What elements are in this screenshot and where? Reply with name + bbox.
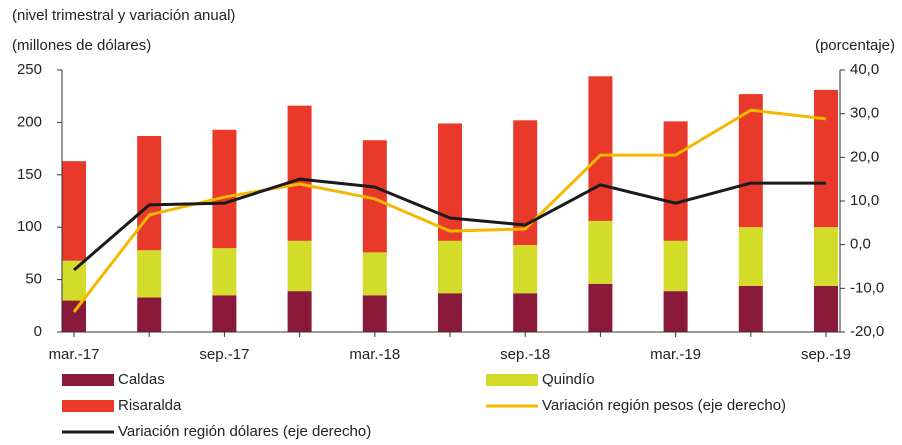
legend-label: Variación región dólares (eje derecho)	[118, 423, 371, 440]
bar	[212, 295, 237, 332]
bar	[513, 293, 538, 332]
y2-axis-label: (porcentaje)	[815, 37, 895, 54]
bar	[513, 245, 538, 294]
y2-tick-label: -10,0	[850, 279, 884, 296]
y-tick-label: 200	[17, 113, 42, 130]
y2-tick-label: -20,0	[850, 323, 884, 340]
bar	[738, 227, 763, 286]
bar	[814, 227, 838, 286]
bar	[287, 240, 312, 292]
line-series	[73, 177, 826, 272]
bar	[588, 76, 613, 221]
legend-label: Variación región pesos (eje derecho)	[542, 397, 786, 414]
x-tick-label: sep.-18	[500, 346, 550, 363]
bar	[362, 252, 387, 296]
bar	[814, 89, 838, 228]
bar	[588, 220, 613, 284]
x-tick-label: sep.-19	[801, 346, 851, 363]
y2-tick-label: 40,0	[850, 61, 879, 78]
legend-label: Caldas	[118, 371, 165, 388]
legend-label: Quindío	[542, 371, 595, 388]
y-tick-label: 150	[17, 166, 42, 183]
bar	[663, 240, 688, 292]
bar	[663, 121, 688, 241]
bar	[588, 283, 613, 332]
legend-label: Risaralda	[118, 397, 182, 414]
bar	[663, 291, 688, 332]
bar	[62, 260, 86, 301]
y-tick-label: 100	[17, 218, 42, 235]
y-tick-label: 250	[17, 61, 42, 78]
bar	[137, 297, 162, 332]
y-tick-label: 0	[34, 323, 42, 340]
y2-tick-label: 20,0	[850, 148, 879, 165]
x-tick-label: mar.-19	[650, 346, 701, 363]
bar	[212, 248, 237, 296]
bar	[438, 123, 462, 241]
legend-swatch	[486, 374, 538, 386]
chart-title: (nivel trimestral y variación anual)	[12, 7, 235, 24]
bar	[362, 295, 387, 332]
bar	[62, 161, 86, 261]
bar	[438, 293, 462, 332]
y2-tick-label: 30,0	[850, 105, 879, 122]
bar	[287, 291, 312, 332]
x-tick-label: mar.-18	[349, 346, 400, 363]
bar	[137, 250, 162, 298]
bar	[62, 300, 86, 332]
x-tick-label: mar.-17	[49, 346, 100, 363]
bar	[212, 129, 237, 249]
y-tick-label: 50	[25, 271, 42, 288]
bar	[814, 285, 838, 332]
legend-swatch	[62, 400, 114, 412]
y2-tick-label: 0,0	[850, 236, 871, 253]
y-axis-label: (millones de dólares)	[12, 37, 151, 54]
legend-swatch	[62, 374, 114, 386]
x-tick-label: sep.-17	[199, 346, 249, 363]
y2-tick-label: 10,0	[850, 192, 879, 209]
bar	[137, 136, 162, 251]
bar	[738, 285, 763, 332]
bar	[287, 105, 312, 241]
bar	[438, 240, 462, 294]
